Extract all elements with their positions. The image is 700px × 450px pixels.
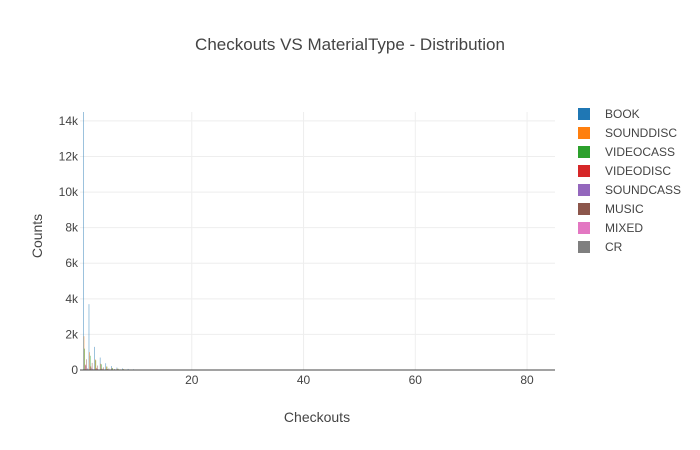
legend-label: SOUNDCASS [605,183,681,197]
legend-swatch [578,222,590,234]
bar-music-4[interactable] [102,367,104,370]
legend-label: MUSIC [605,202,644,216]
x-tick-label: 60 [409,373,423,387]
y-tick-label: 12k [59,149,79,163]
bar-soundcass-2[interactable] [91,367,92,370]
bar-book-2[interactable] [88,304,90,370]
bar-videocass-5[interactable] [106,366,108,370]
legend-item-videocass[interactable]: VIDEOCASS [578,145,675,159]
legend-swatch [578,127,590,139]
bar-videocass-2[interactable] [89,355,91,370]
bar-book-4[interactable] [99,357,101,370]
bar-soundcass-3[interactable] [96,368,98,370]
grid-layer [80,112,555,370]
y-tick-label: 0 [71,363,78,377]
bar-book-1[interactable] [83,112,84,370]
y-tick-label: 8k [65,221,79,235]
legend: BOOK SOUNDDISC VIDEOCASS VIDEODISC SOUNDCASS… [578,107,681,254]
bar-book-9[interactable] [127,368,129,370]
bar-mixed-2[interactable] [92,368,94,370]
y-tick-label: 2k [65,327,79,341]
bar-mixed-1[interactable] [86,368,88,370]
y-tick-label: 10k [59,185,79,199]
ticks-layer: 0 2k 4k 6k 8k 10k 12k 14k 20 40 60 80 [59,114,534,387]
bar-videocass-6[interactable] [112,368,113,370]
bar-sounddisc-2[interactable] [89,352,90,370]
bars-layer [83,112,149,370]
bar-sounddisc-5[interactable] [106,366,107,370]
bar-sounddisc-6[interactable] [111,367,113,370]
chart-title: Checkouts VS MaterialType - Distribution [195,35,505,54]
bar-videodisc-4[interactable] [101,368,103,370]
x-axis-title: Checkouts [284,409,350,425]
legend-item-videodisc[interactable]: VIDEODISC [578,164,671,178]
bar-book-6[interactable] [111,366,112,370]
bar-book-3[interactable] [94,346,95,370]
legend-label: BOOK [605,107,640,121]
bar-book-5[interactable] [105,363,107,370]
legend-swatch [578,108,590,120]
x-tick-label: 20 [185,373,199,387]
legend-item-cr[interactable]: CR [578,240,623,254]
bar-music-1[interactable] [86,359,87,370]
bar-music-5[interactable] [108,368,110,370]
bar-book-7[interactable] [116,367,118,370]
bar-sounddisc-1[interactable] [83,336,85,370]
bar-cr-1[interactable] [87,368,89,370]
bar-sounddisc-3[interactable] [94,359,96,370]
legend-swatch [578,203,590,215]
y-axis-title: Counts [29,214,45,258]
legend-label: VIDEOCASS [605,145,675,159]
bar-videocass-3[interactable] [95,360,97,370]
bar-videodisc-1[interactable] [84,364,86,370]
y-tick-label: 6k [65,256,79,270]
bar-music-3[interactable] [97,365,99,370]
bar-videodisc-2[interactable] [90,366,92,370]
bar-sounddisc-7[interactable] [117,368,118,370]
legend-label: VIDEODISC [605,164,671,178]
bar-book-8[interactable] [122,368,123,370]
bar-videocass-1[interactable] [84,348,85,370]
bar-videocass-4[interactable] [101,364,102,370]
legend-item-music[interactable]: MUSIC [578,202,644,216]
bar-soundcass-1[interactable] [85,365,87,370]
legend-item-book[interactable]: BOOK [578,107,640,121]
bar-sounddisc-4[interactable] [100,363,102,370]
bar-videocass-7[interactable] [117,368,119,370]
legend-item-mixed[interactable]: MIXED [578,221,643,235]
x-tick-label: 40 [297,373,311,387]
legend-label: SOUNDDISC [605,126,677,140]
legend-item-soundcass[interactable]: SOUNDCASS [578,183,681,197]
x-tick-label: 80 [520,373,534,387]
legend-label: MIXED [605,221,643,235]
legend-label: CR [605,240,623,254]
legend-swatch [578,146,590,158]
y-tick-label: 4k [65,292,79,306]
legend-swatch [578,165,590,177]
legend-item-sounddisc[interactable]: SOUNDDISC [578,126,677,140]
bar-videodisc-3[interactable] [96,367,97,370]
legend-swatch [578,241,590,253]
y-tick-label: 14k [59,114,79,128]
bar-music-2[interactable] [91,362,93,370]
legend-swatch [578,184,590,196]
